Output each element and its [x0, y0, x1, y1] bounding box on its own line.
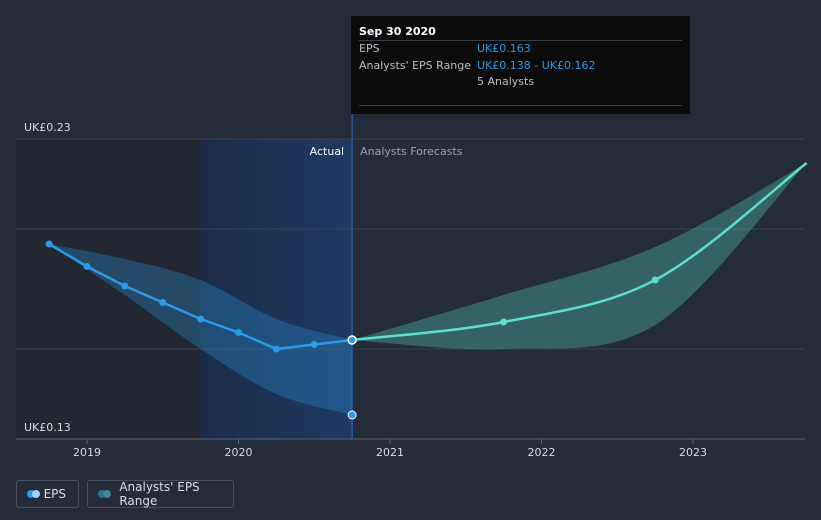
y-label-bottom: UK£0.13: [24, 421, 71, 434]
tooltip-range-value: UK£0.138 - UK£0.162: [477, 59, 596, 72]
eps-forecast-line: [351, 162, 808, 342]
eps-point: [83, 263, 91, 270]
legend-range-label: Analysts' EPS Range: [119, 480, 200, 508]
x-tick-label: 2021: [376, 446, 404, 459]
eps-point: [121, 282, 129, 290]
past-shade: [16, 139, 201, 439]
eps-point: [45, 240, 53, 248]
current-eps-point: [347, 335, 357, 345]
x-tick-label: 2020: [225, 446, 253, 459]
eps-forecast-point: [500, 318, 508, 326]
eps-range-band-forecast: [352, 163, 807, 350]
eps-point: [197, 315, 205, 323]
tooltip-title: Sep 30 2020: [359, 25, 436, 38]
eps-legend-icon: [27, 490, 40, 498]
actual-highlight: [200, 139, 353, 439]
x-tick-label: 2023: [679, 446, 707, 459]
tooltip-range-label: Analysts' EPS Range: [359, 59, 472, 72]
eps-point: [310, 341, 318, 348]
legend-range-toggle[interactable]: Analysts' EPS Range: [87, 480, 234, 508]
eps-point: [272, 345, 280, 353]
tooltip-analysts-count: 5 Analysts: [477, 75, 535, 88]
eps-forecast-point: [651, 276, 659, 284]
tooltip-eps-label: EPS: [359, 42, 380, 55]
actual-label: Actual: [310, 145, 344, 158]
legend-eps-toggle[interactable]: EPS: [16, 480, 79, 508]
low-estimate-point: [347, 410, 357, 420]
eps-point: [159, 299, 167, 306]
tooltip-eps-value: UK£0.163: [477, 42, 531, 55]
x-tick-label: 2019: [73, 446, 101, 459]
forecast-label: Analysts Forecasts: [360, 145, 463, 158]
tooltip-divider: [359, 40, 682, 41]
legend-eps-label: EPS: [43, 487, 66, 501]
range-legend-icon: [98, 490, 111, 498]
eps-tooltip: Sep 30 2020 EPS UK£0.163 Analysts' EPS R…: [351, 16, 690, 114]
eps-point: [235, 329, 242, 336]
y-label-top: UK£0.23: [24, 121, 71, 134]
tooltip-bottom-divider: [359, 105, 682, 106]
x-tick-label: 2022: [528, 446, 556, 459]
